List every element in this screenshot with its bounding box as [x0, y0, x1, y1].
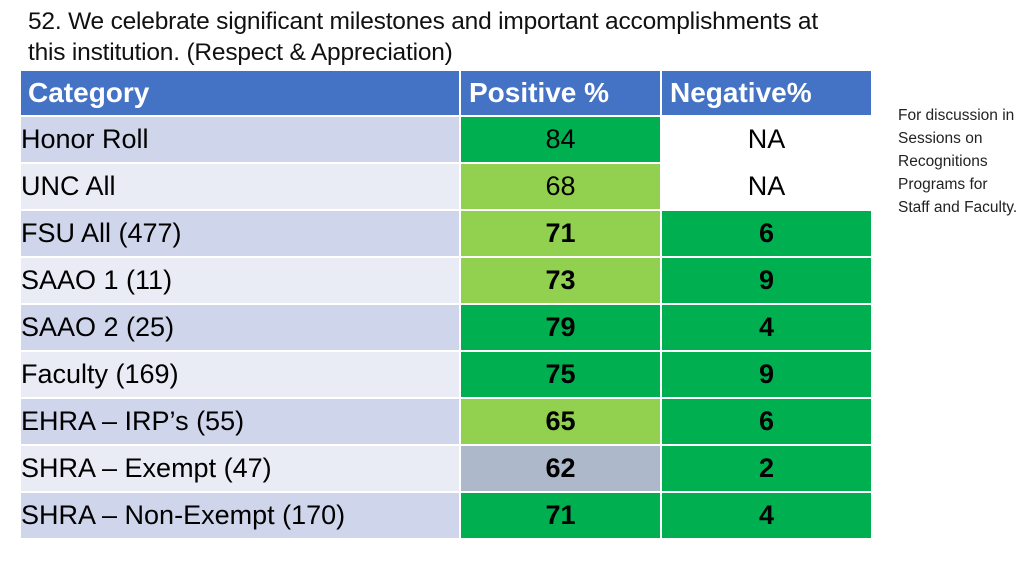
header-negative: Negative%	[660, 69, 873, 117]
title-line-2: this institution. (Respect & Appreciatio…	[28, 39, 453, 66]
row-negative: 4	[660, 303, 873, 352]
row-positive: 71	[459, 491, 662, 540]
row-negative: NA	[660, 115, 873, 164]
table-row: Honor Roll 84 NA	[19, 115, 873, 164]
row-category: EHRA – IRP’s (55)	[19, 397, 461, 446]
row-positive: 73	[459, 256, 662, 305]
row-negative: 4	[660, 491, 873, 540]
row-positive: 62	[459, 444, 662, 493]
table-row: SHRA – Non-Exempt (170) 71 4	[19, 491, 873, 540]
header-category: Category	[19, 69, 461, 117]
row-category: UNC All	[19, 162, 461, 211]
row-negative: 9	[660, 350, 873, 399]
row-positive: 84	[459, 115, 662, 164]
table-row: Faculty (169) 75 9	[19, 350, 873, 399]
title-line-1: 52. We celebrate significant milestones …	[28, 8, 818, 35]
row-category: SHRA – Exempt (47)	[19, 444, 461, 493]
row-negative: 9	[660, 256, 873, 305]
row-positive: 68	[459, 162, 662, 211]
row-category: SHRA – Non-Exempt (170)	[19, 491, 461, 540]
table-row: UNC All 68 NA	[19, 162, 873, 211]
row-category: Honor Roll	[19, 115, 461, 164]
table-row: SAAO 2 (25) 79 4	[19, 303, 873, 352]
row-negative: 2	[660, 444, 873, 493]
side-note: For discussion in Sessions on Recognitio…	[898, 107, 1018, 216]
row-positive: 65	[459, 397, 662, 446]
row-category: Faculty (169)	[19, 350, 461, 399]
row-category: SAAO 1 (11)	[19, 256, 461, 305]
table-row: FSU All (477) 71 6	[19, 209, 873, 258]
row-category: FSU All (477)	[19, 209, 461, 258]
row-positive: 71	[459, 209, 662, 258]
table-header-row: Category Positive % Negative%	[19, 69, 873, 117]
row-positive: 75	[459, 350, 662, 399]
slide-title: 52. We celebrate significant milestones …	[28, 6, 928, 68]
row-negative: 6	[660, 209, 873, 258]
row-category: SAAO 2 (25)	[19, 303, 461, 352]
table-row: EHRA – IRP’s (55) 65 6	[19, 397, 873, 446]
results-table: Category Positive % Negative% Honor Roll…	[19, 69, 873, 540]
row-negative: 6	[660, 397, 873, 446]
table-row: SAAO 1 (11) 73 9	[19, 256, 873, 305]
header-positive: Positive %	[459, 69, 662, 117]
table-row: SHRA – Exempt (47) 62 2	[19, 444, 873, 493]
row-positive: 79	[459, 303, 662, 352]
row-negative: NA	[660, 162, 873, 211]
